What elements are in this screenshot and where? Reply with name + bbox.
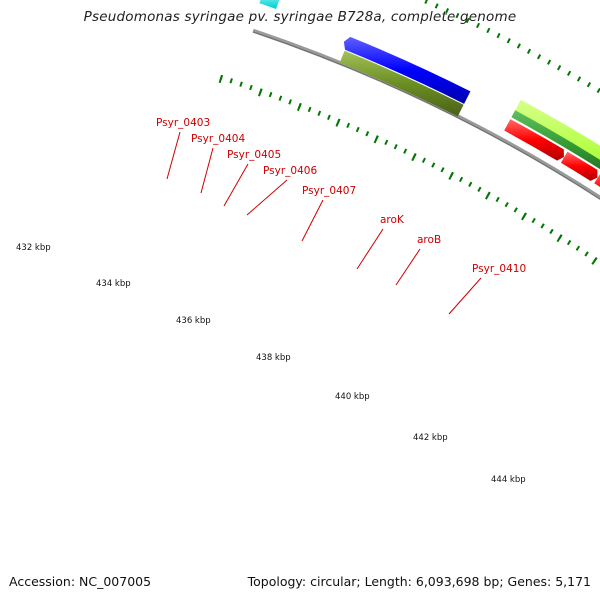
inner-tick [317,110,322,117]
label-leader-line [223,163,249,207]
label-leader-line [448,277,482,315]
map-title: Pseudomonas syringae pv. syringae B728a,… [83,9,517,25]
inner-tick [431,162,436,168]
inner-tick [513,207,518,213]
inner-tick [531,217,536,224]
inner-major-tick [411,153,417,162]
lime-feature [514,99,600,163]
outer-tick [506,38,511,44]
outer-tick [547,59,552,65]
scale-label: 442 kbp [413,433,448,443]
inner-tick [575,245,581,251]
inner-tick [468,181,473,187]
cyan-feature [259,0,280,9]
outer-tick [476,22,481,29]
outer-tick [445,8,450,14]
olive-feature [339,50,464,117]
inner-tick [307,106,312,113]
scale-labels: 432 kbp 434 kbp 436 kbp 438 kbp 440 kbp 442 k… [16,243,526,485]
outer-tick [496,32,501,39]
inner-tick [346,122,351,129]
inner-tick [584,251,589,257]
inner-major-tick [521,212,527,221]
outer-tick [537,54,542,60]
label-leader-line [166,131,181,180]
gene-labels: Psyr_0403 Psyr_0404 Psyr_0405 Psyr_0406 Psyr… [156,117,526,275]
outer-tick [586,82,592,88]
label-leaders [166,131,482,315]
outer-tick [424,0,428,4]
feature-track [259,0,600,187]
inner-tick [365,131,370,137]
outer-tick [566,70,572,76]
gene-label: Psyr_0406 [263,165,317,177]
genome-summary-text: Topology: circular; Length: 6,093,698 bp… [247,574,591,589]
inner-major-tick [448,171,454,180]
inner-tick [229,78,233,84]
inner-tick [540,223,545,229]
inner-tick [459,176,464,183]
blue-cds-feature [343,36,471,104]
outer-tick [465,17,470,24]
outer-tick [455,12,460,19]
inner-tick [477,186,482,192]
red-cds-feature [504,119,564,161]
outer-tick [576,76,582,82]
backbone-edge [252,31,600,200]
label-leader-line [395,248,421,286]
outer-tick [486,27,491,34]
gene-label: aroB [417,234,441,246]
inner-tick [421,157,426,164]
scale-label: 432 kbp [16,243,51,253]
label-leader-line [356,228,384,270]
gene-label: aroK [380,214,405,226]
inner-major-tick [556,234,563,243]
inner-major-tick [335,118,341,127]
inner-tick [278,95,283,101]
scale-label: 438 kbp [256,353,291,363]
gene-label: Psyr_0407 [302,185,356,197]
inner-major-tick [257,88,263,97]
inner-tick [549,228,554,235]
inner-tick [566,239,572,246]
inner-tick [288,99,292,105]
inner-tick [384,139,389,146]
accession-text: Accession: NC_007005 [9,574,152,589]
inner-tick [403,148,408,154]
scale-label: 434 kbp [96,279,131,289]
label-leader-line [246,179,288,216]
outer-tick [526,48,532,54]
label-leader-line [301,199,324,242]
inner-tick [495,196,500,203]
red-cds-feature [560,151,598,181]
outer-tick [557,65,562,71]
tick-marks [218,0,600,265]
scale-label: 444 kbp [491,475,526,485]
gene-label: Psyr_0405 [227,149,281,161]
inner-tick [239,81,243,87]
gene-label: Psyr_0404 [191,133,245,145]
inner-tick [355,126,360,133]
inner-tick [249,84,253,91]
red-cds-feature [594,174,600,187]
inner-tick [327,114,331,120]
scale-label: 440 kbp [335,392,370,402]
inner-tick [440,167,445,173]
inner-major-tick [218,74,224,84]
outer-tick [516,43,521,49]
inner-major-tick [296,102,302,112]
gene-label: Psyr_0403 [156,117,210,129]
inner-major-tick [485,191,491,200]
inner-tick [504,201,509,208]
dark-green-feature [511,110,600,170]
inner-tick [393,144,398,150]
inner-tick [268,91,273,98]
inner-major-tick [373,135,379,144]
label-leader-line [200,147,214,194]
gene-label: Psyr_0410 [472,263,526,275]
outer-tick [434,3,439,9]
inner-major-tick [591,257,598,265]
scale-label: 436 kbp [176,316,211,326]
